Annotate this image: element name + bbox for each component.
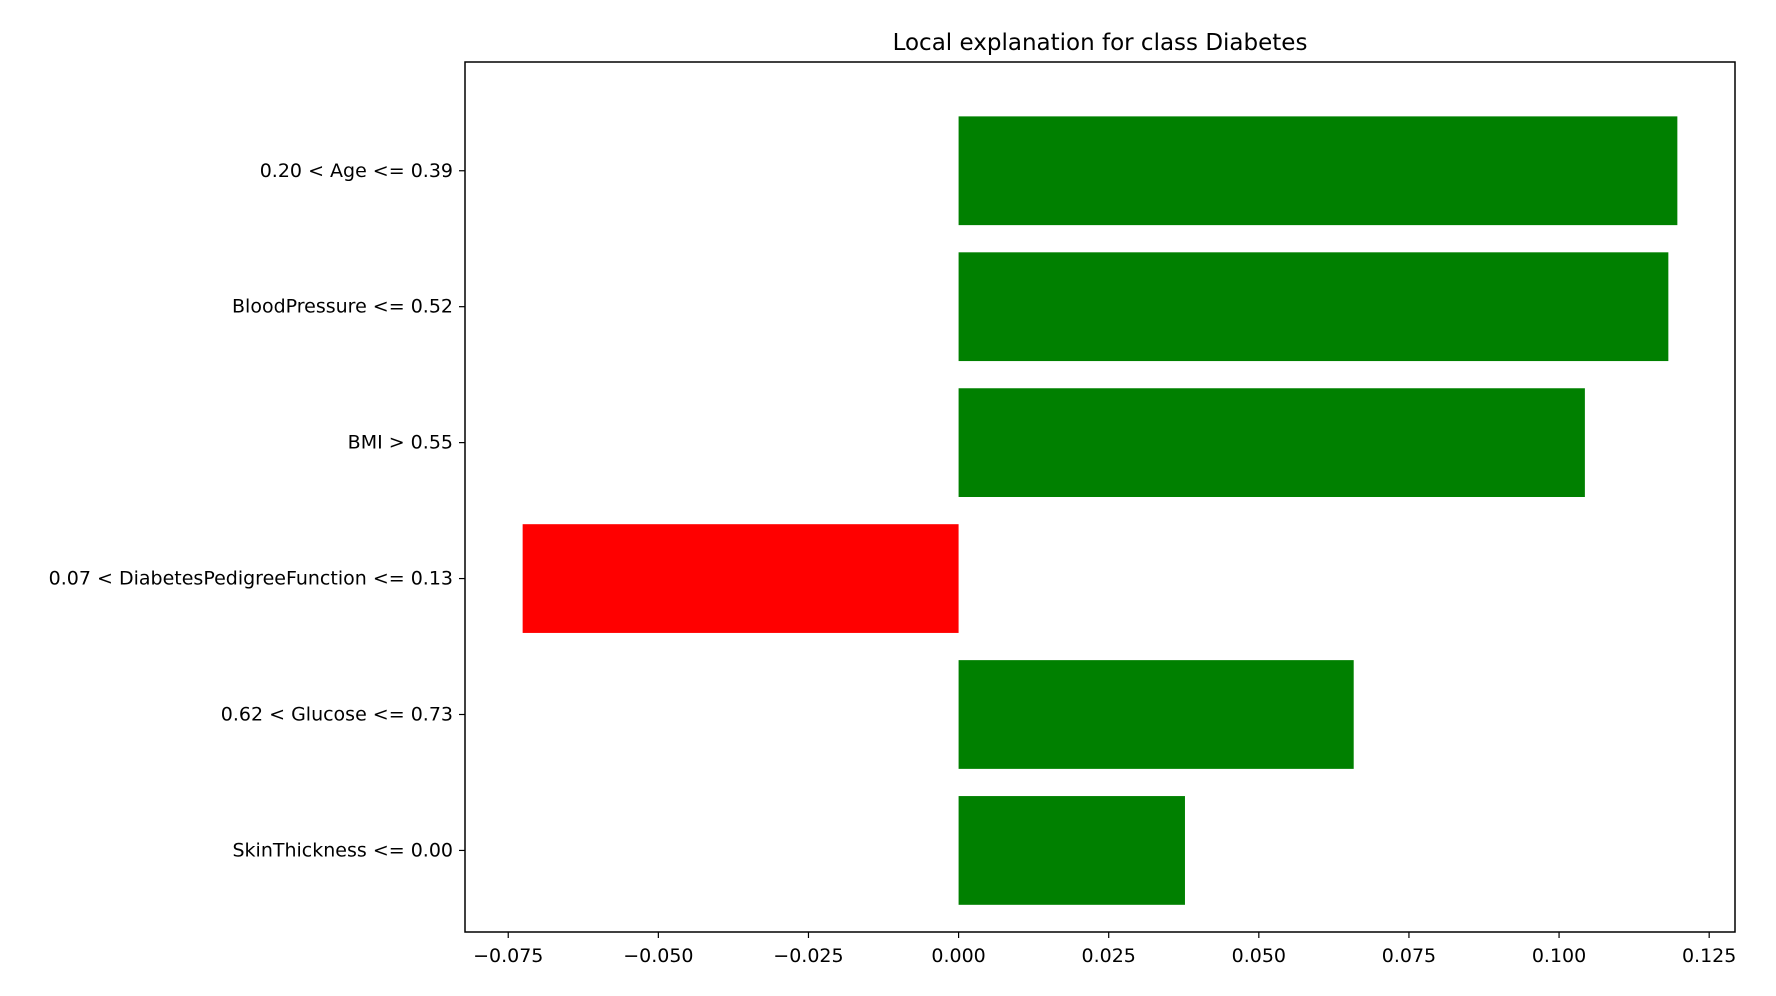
chart-title: Local explanation for class Diabetes bbox=[893, 30, 1308, 56]
x-tick-label: 0.125 bbox=[1682, 945, 1736, 967]
bar-5 bbox=[958, 660, 1354, 769]
plot-frame bbox=[464, 61, 1736, 933]
bar-4 bbox=[522, 524, 959, 633]
x-tick-label: 0.025 bbox=[1082, 945, 1136, 967]
y-tick-label: BMI > 0.55 bbox=[348, 432, 453, 454]
bar-1 bbox=[958, 116, 1678, 226]
bar-3 bbox=[958, 388, 1585, 497]
bars-group bbox=[522, 116, 1678, 905]
x-tick-label: −0.025 bbox=[773, 945, 843, 967]
y-tick-label: 0.62 < Glucose <= 0.73 bbox=[221, 704, 453, 726]
x-tick-label: −0.050 bbox=[623, 945, 693, 967]
x-tick-label: 0.050 bbox=[1232, 945, 1286, 967]
x-tick-label: 0.075 bbox=[1382, 945, 1436, 967]
x-ticks: −0.075 −0.050 −0.025 0.000 0.025 0.050 0.075 0.… bbox=[473, 932, 1736, 967]
bar-6 bbox=[958, 796, 1185, 905]
x-tick-label: 0.100 bbox=[1532, 945, 1586, 967]
y-tick-label: 0.07 < DiabetesPedigreeFunction <= 0.13 bbox=[49, 568, 453, 590]
y-tick-labels: 0.20 < Age <= 0.39 BloodPressure <= 0.52 B… bbox=[49, 160, 465, 861]
bar-2 bbox=[958, 252, 1669, 362]
x-tick-label: −0.075 bbox=[473, 945, 543, 967]
y-tick-label: 0.20 < Age <= 0.39 bbox=[260, 160, 453, 182]
y-tick-label: BloodPressure <= 0.52 bbox=[232, 296, 453, 318]
x-tick-label: 0.000 bbox=[931, 945, 985, 967]
y-tick-label: SkinThickness <= 0.00 bbox=[232, 839, 453, 861]
